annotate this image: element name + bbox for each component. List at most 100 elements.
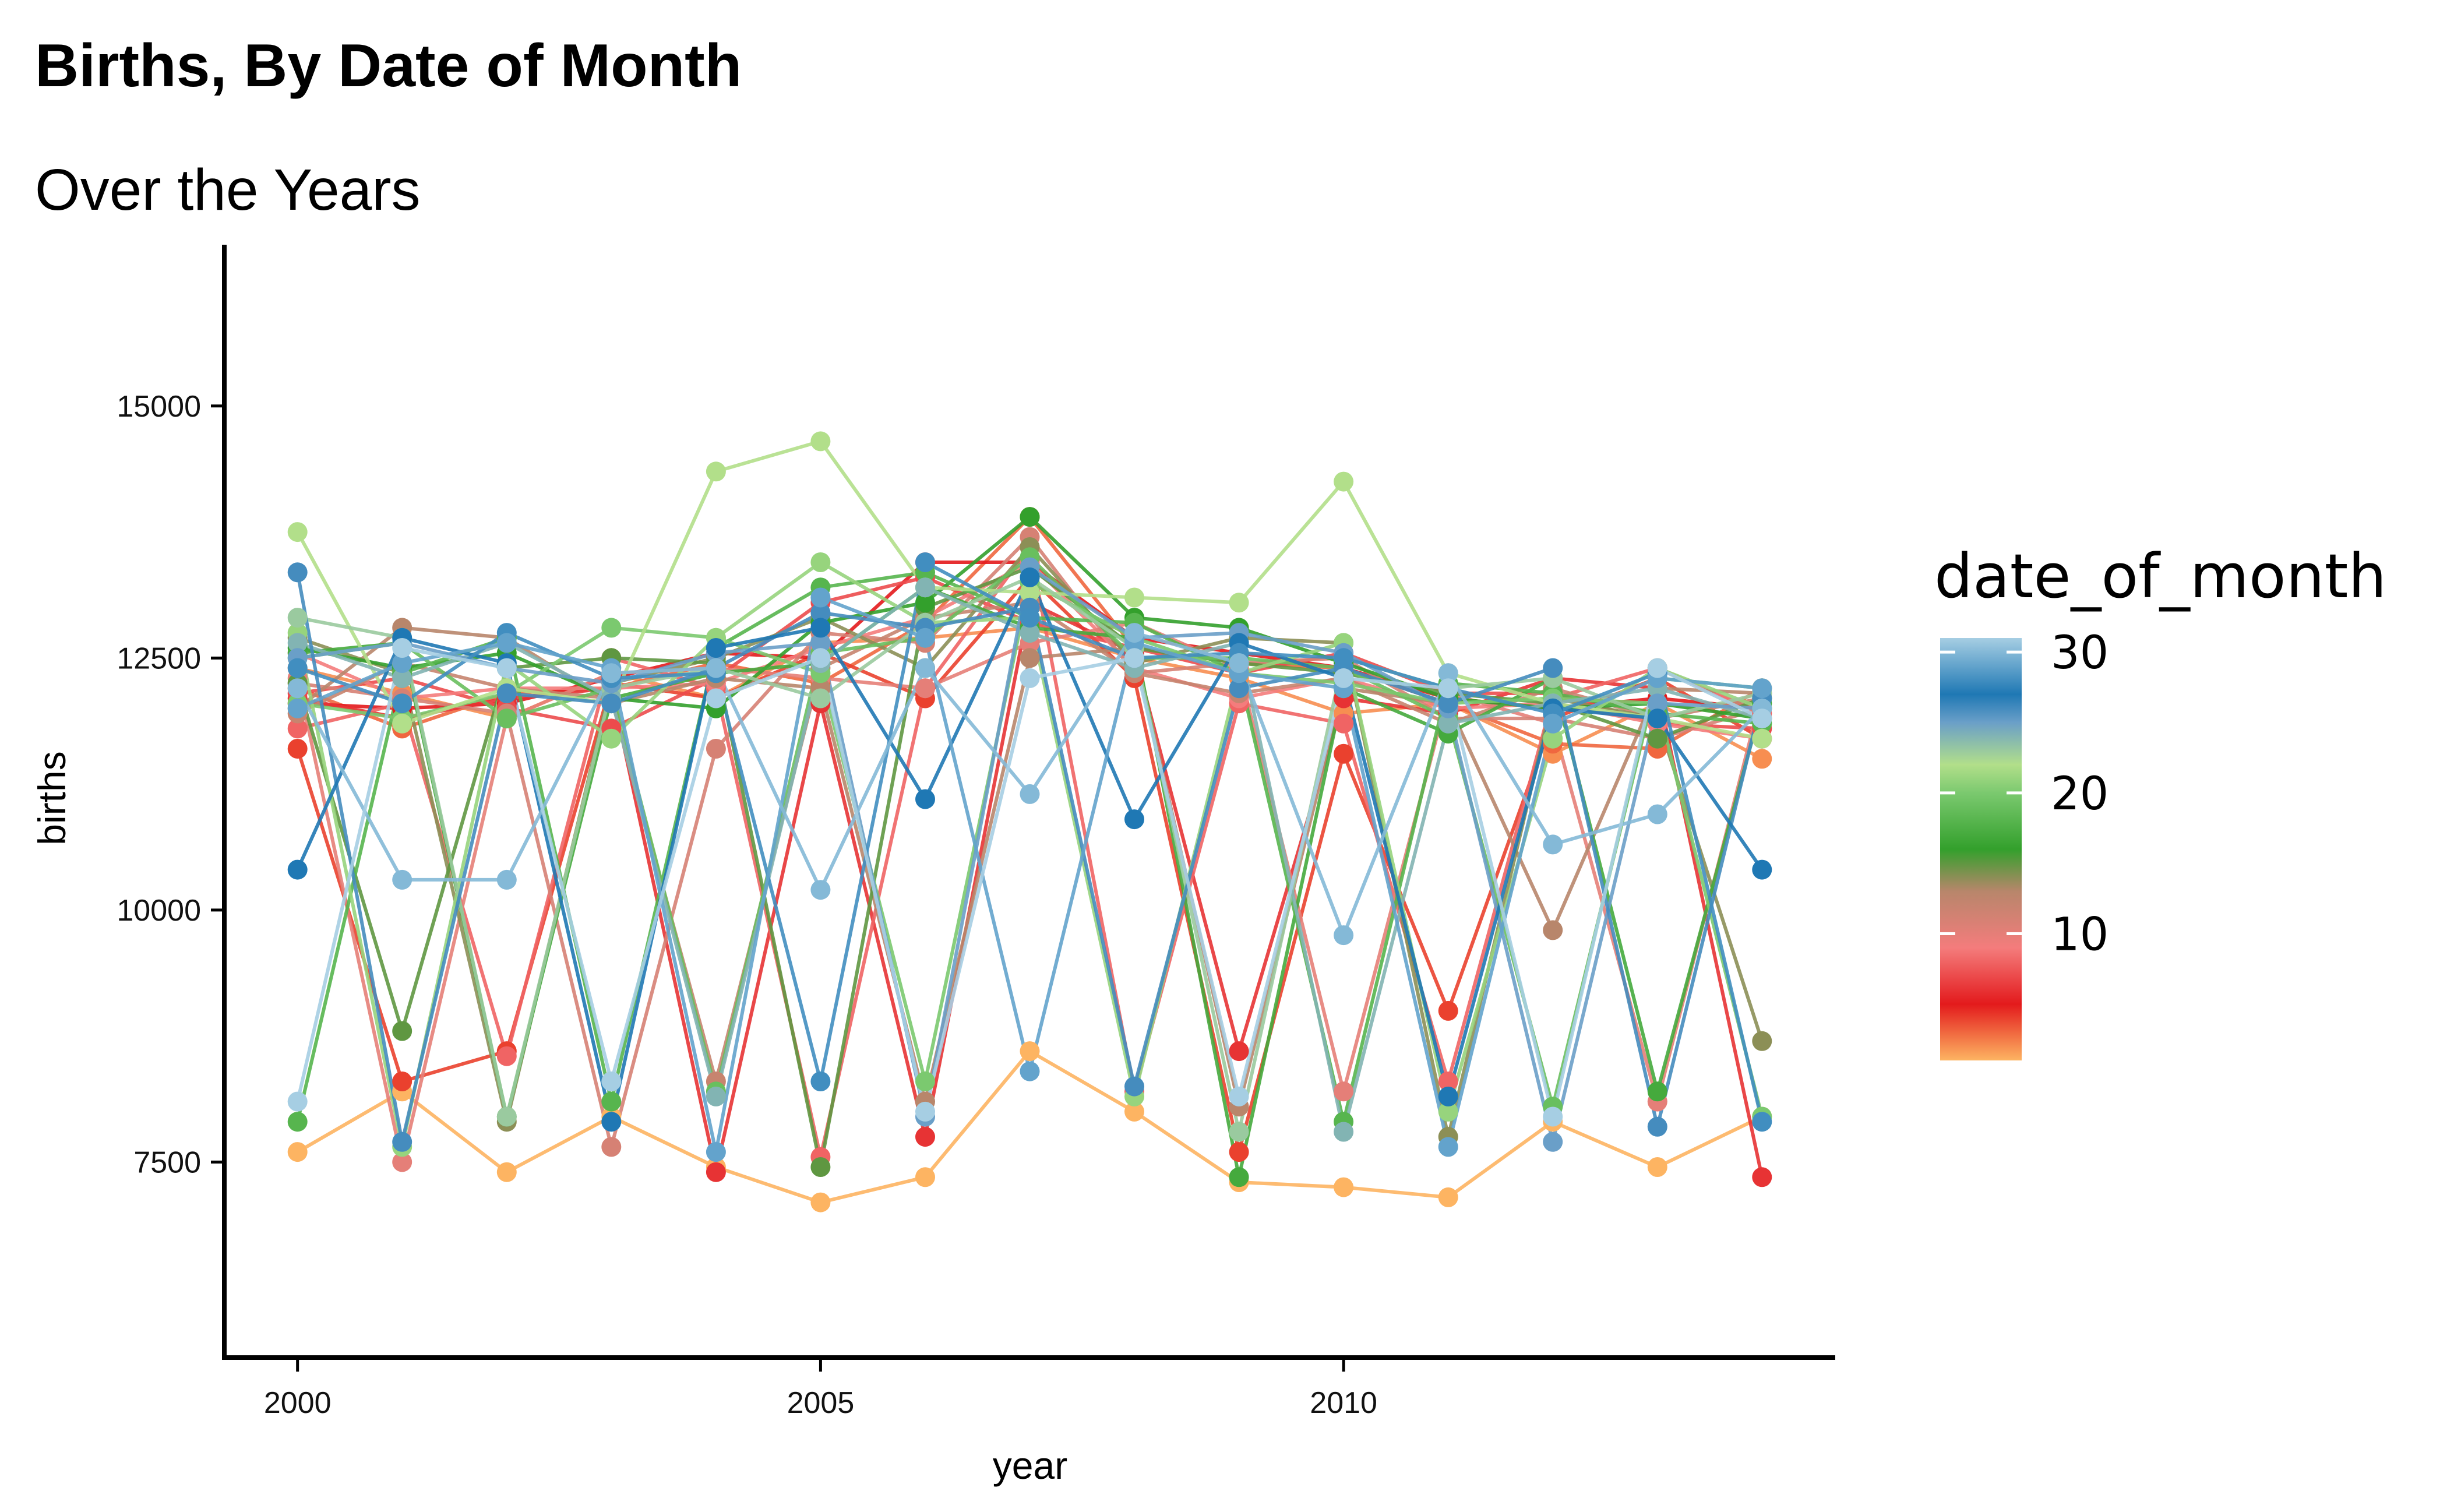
data-point: [1543, 834, 1563, 855]
data-point: [1647, 1081, 1667, 1102]
data-point: [1020, 784, 1040, 804]
data-point: [810, 552, 831, 572]
legend-tick-label: 10: [2051, 909, 2108, 961]
data-point: [496, 1106, 517, 1127]
data-point: [1124, 809, 1144, 830]
data-point: [1543, 658, 1563, 678]
data-point: [496, 1162, 517, 1182]
data-point: [915, 628, 935, 648]
data-point: [392, 869, 412, 890]
data-point: [1334, 1122, 1354, 1142]
data-point: [1229, 678, 1249, 699]
plot-area: [287, 431, 1772, 1213]
data-point: [1647, 1157, 1667, 1177]
chart-subtitle: Over the Years: [35, 157, 421, 223]
data-point: [1020, 507, 1040, 527]
data-point: [810, 587, 831, 608]
data-point: [1647, 1116, 1667, 1137]
data-point: [1124, 648, 1144, 668]
data-point: [1334, 668, 1354, 688]
data-point: [1334, 471, 1354, 492]
data-point: [1334, 713, 1354, 734]
data-point: [601, 618, 622, 638]
y-tick-label: 10000: [117, 894, 201, 928]
data-point: [1543, 1132, 1563, 1152]
y-axis-title: births: [30, 751, 73, 845]
data-point: [915, 1072, 935, 1091]
data-point: [1647, 728, 1667, 749]
data-point: [1752, 1112, 1772, 1132]
data-point: [915, 1127, 935, 1147]
data-point: [1438, 1072, 1458, 1091]
data-point: [287, 678, 308, 699]
data-point: [1647, 658, 1667, 678]
data-point: [1752, 678, 1772, 699]
data-point: [287, 562, 308, 583]
y-tick-label: 15000: [117, 390, 201, 424]
data-point: [1020, 668, 1040, 688]
data-point: [601, 663, 622, 683]
data-point: [496, 683, 517, 703]
data-point: [1438, 1086, 1458, 1106]
data-point: [1752, 728, 1772, 749]
data-point: [1438, 678, 1458, 699]
data-point: [915, 552, 935, 572]
data-point: [496, 709, 517, 729]
data-point: [287, 739, 308, 759]
data-point: [392, 693, 412, 714]
data-point: [601, 1091, 622, 1112]
data-point: [601, 1137, 622, 1157]
x-tick-label: 2000: [264, 1386, 332, 1420]
data-point: [1543, 1106, 1563, 1127]
data-point: [1334, 648, 1354, 668]
data-point: [1647, 804, 1667, 824]
data-point: [1543, 728, 1563, 749]
data-point: [706, 658, 726, 678]
data-point: [1752, 709, 1772, 729]
x-tick-label: 2010: [1310, 1386, 1377, 1420]
data-point: [1334, 1177, 1354, 1197]
data-point: [496, 658, 517, 678]
data-point: [392, 1152, 412, 1172]
data-point: [706, 1086, 726, 1106]
data-point: [1438, 1187, 1458, 1207]
data-point: [810, 633, 831, 653]
data-point: [1334, 1081, 1354, 1102]
points-layer: [287, 431, 1772, 1213]
data-point: [1543, 713, 1563, 734]
x-tick-label: 2005: [787, 1386, 855, 1420]
data-point: [1438, 663, 1458, 683]
data-point: [1647, 693, 1667, 714]
data-point: [1229, 1041, 1249, 1062]
data-point: [496, 1046, 517, 1066]
x-axis-title: year: [993, 1444, 1067, 1487]
data-point: [706, 739, 726, 759]
data-point: [810, 431, 831, 452]
data-point: [1334, 743, 1354, 764]
legend-colorbar: [1940, 638, 2022, 1060]
data-point: [392, 668, 412, 688]
data-point: [1229, 653, 1249, 673]
data-point: [1020, 582, 1040, 602]
legend-tick-label: 20: [2051, 768, 2108, 820]
data-point: [1438, 693, 1458, 714]
data-point: [1752, 1167, 1772, 1187]
data-point: [706, 461, 726, 482]
data-point: [392, 1072, 412, 1091]
data-point: [1020, 608, 1040, 628]
data-point: [601, 1112, 622, 1132]
data-point: [1752, 749, 1772, 769]
data-point: [496, 869, 517, 890]
data-point: [810, 880, 831, 900]
data-point: [915, 577, 935, 598]
data-point: [1020, 648, 1040, 668]
data-point: [1229, 1122, 1249, 1142]
data-point: [392, 713, 412, 734]
data-point: [706, 1142, 726, 1162]
data-point: [810, 618, 831, 638]
data-point: [601, 728, 622, 749]
data-point: [915, 789, 935, 809]
legend: date_of_month 10 20 30: [1934, 541, 2386, 1060]
data-point: [1124, 623, 1144, 643]
